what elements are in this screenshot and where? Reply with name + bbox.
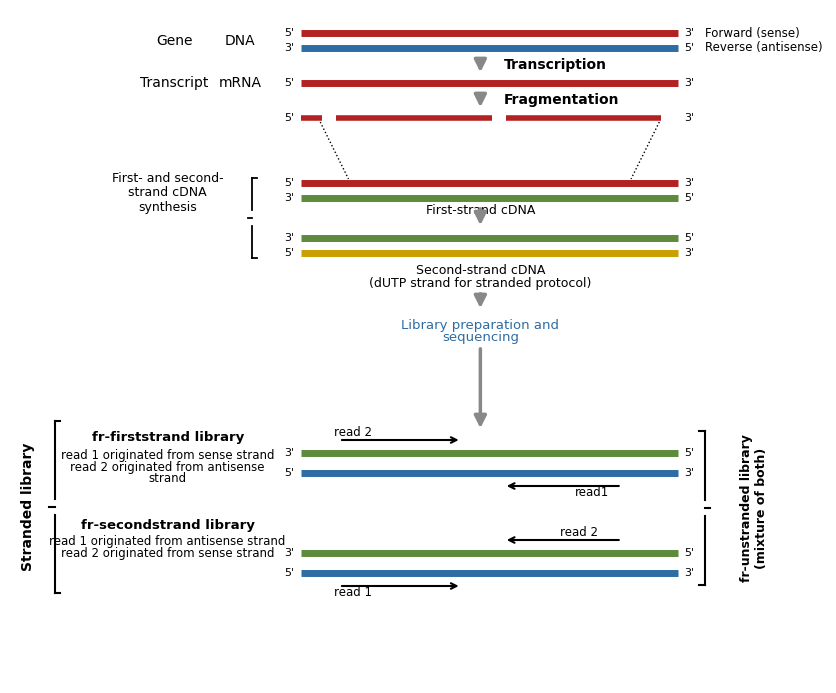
Text: fr-firststrand library: fr-firststrand library [91, 432, 243, 444]
Text: Library preparation and: Library preparation and [401, 319, 558, 331]
Text: 5': 5' [683, 548, 693, 558]
Text: read 2 originated from sense strand: read 2 originated from sense strand [61, 547, 274, 561]
Text: (dUTP strand for stranded protocol): (dUTP strand for stranded protocol) [369, 277, 591, 290]
Text: Gene: Gene [155, 34, 192, 48]
Text: 5': 5' [283, 178, 293, 188]
Text: Transcript: Transcript [140, 76, 208, 90]
Text: fr-secondstrand library: fr-secondstrand library [80, 518, 254, 532]
Text: 5': 5' [283, 248, 293, 258]
Text: read 1: read 1 [334, 586, 372, 599]
Text: read 1 originated from sense strand: read 1 originated from sense strand [61, 448, 274, 462]
Text: First-strand cDNA: First-strand cDNA [426, 204, 534, 216]
Text: sequencing: sequencing [441, 331, 518, 344]
Text: 5': 5' [283, 78, 293, 88]
Text: DNA: DNA [225, 34, 255, 48]
Text: 5': 5' [283, 568, 293, 578]
Text: 3': 3' [283, 233, 293, 243]
Text: Reverse (antisense): Reverse (antisense) [704, 42, 821, 55]
Text: First- and second-
strand cDNA
synthesis: First- and second- strand cDNA synthesis [112, 171, 223, 215]
Text: Transcription: Transcription [503, 58, 606, 72]
Text: read 2 originated from antisense: read 2 originated from antisense [70, 461, 264, 473]
Text: 3': 3' [683, 178, 693, 188]
Text: 3': 3' [683, 28, 693, 38]
Text: 3': 3' [683, 78, 693, 88]
Text: fr-unstranded library
(mixture of both): fr-unstranded library (mixture of both) [739, 434, 767, 582]
Text: 3': 3' [283, 43, 293, 53]
Text: 3': 3' [283, 193, 293, 203]
Text: strand: strand [149, 473, 186, 486]
Text: Forward (sense): Forward (sense) [704, 26, 798, 40]
Text: read 2: read 2 [334, 426, 372, 439]
Text: 3': 3' [683, 468, 693, 478]
Text: 3': 3' [683, 568, 693, 578]
Text: mRNA: mRNA [218, 76, 262, 90]
Text: 5': 5' [683, 448, 693, 458]
Text: read1: read1 [573, 486, 608, 500]
Text: read 2: read 2 [560, 527, 598, 539]
Text: read 1 originated from antisense strand: read 1 originated from antisense strand [49, 536, 286, 548]
Text: 5': 5' [283, 113, 293, 123]
Text: Stranded library: Stranded library [21, 443, 35, 571]
Text: 3': 3' [283, 548, 293, 558]
Text: 5': 5' [683, 43, 693, 53]
Text: 3': 3' [683, 248, 693, 258]
Text: Second-strand cDNA: Second-strand cDNA [415, 265, 544, 277]
Text: 5': 5' [283, 28, 293, 38]
Text: 5': 5' [683, 233, 693, 243]
Text: 5': 5' [283, 468, 293, 478]
Text: Fragmentation: Fragmentation [503, 93, 619, 107]
Text: 3': 3' [283, 448, 293, 458]
Text: 5': 5' [683, 193, 693, 203]
Text: 3': 3' [683, 113, 693, 123]
